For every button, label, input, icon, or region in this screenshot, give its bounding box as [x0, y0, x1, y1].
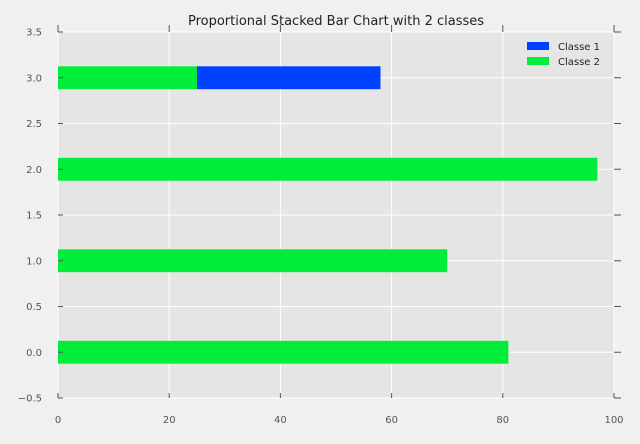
bar-segment-classe-1: [197, 66, 381, 90]
x-tick-label: 60: [385, 415, 398, 426]
x-tick-label: 100: [604, 415, 623, 426]
x-tick-label: 40: [274, 415, 287, 426]
y-tick-label: 3.0: [26, 73, 42, 84]
legend-swatch-classe-1: [527, 42, 549, 50]
bar-segment-classe-2: [58, 340, 509, 364]
y-tick-label: 2.5: [26, 119, 42, 130]
bars: [58, 66, 598, 364]
y-tick-label: 1.5: [26, 211, 42, 222]
y-tick-label: 3.5: [26, 28, 42, 39]
x-tick-label: 20: [163, 415, 176, 426]
bar-segment-classe-2: [58, 66, 197, 90]
axis-ticks: 0 20 40 60 80 100 −0.5 0.0 0.5 1.0 1.5 2.0 2.5 3.0 3.5: [18, 25, 624, 426]
y-tick-label: 1.0: [26, 256, 42, 267]
y-tick-label: −0.5: [18, 394, 42, 405]
y-tick-label: 2.0: [26, 165, 42, 176]
x-tick-label: 80: [496, 415, 509, 426]
legend-label-classe-1: Classe 1: [558, 42, 600, 53]
bar-segment-classe-2: [58, 157, 598, 181]
legend-label-classe-2: Classe 2: [558, 57, 600, 68]
legend-swatch-classe-2: [527, 57, 549, 65]
y-tick-label: 0.0: [26, 348, 42, 359]
bar-segment-classe-2: [58, 249, 448, 273]
x-tick-label: 0: [55, 415, 61, 426]
legend: Classe 1 Classe 2: [527, 42, 600, 68]
chart-title: Proportional Stacked Bar Chart with 2 cl…: [188, 14, 484, 29]
y-tick-label: 0.5: [26, 302, 42, 313]
